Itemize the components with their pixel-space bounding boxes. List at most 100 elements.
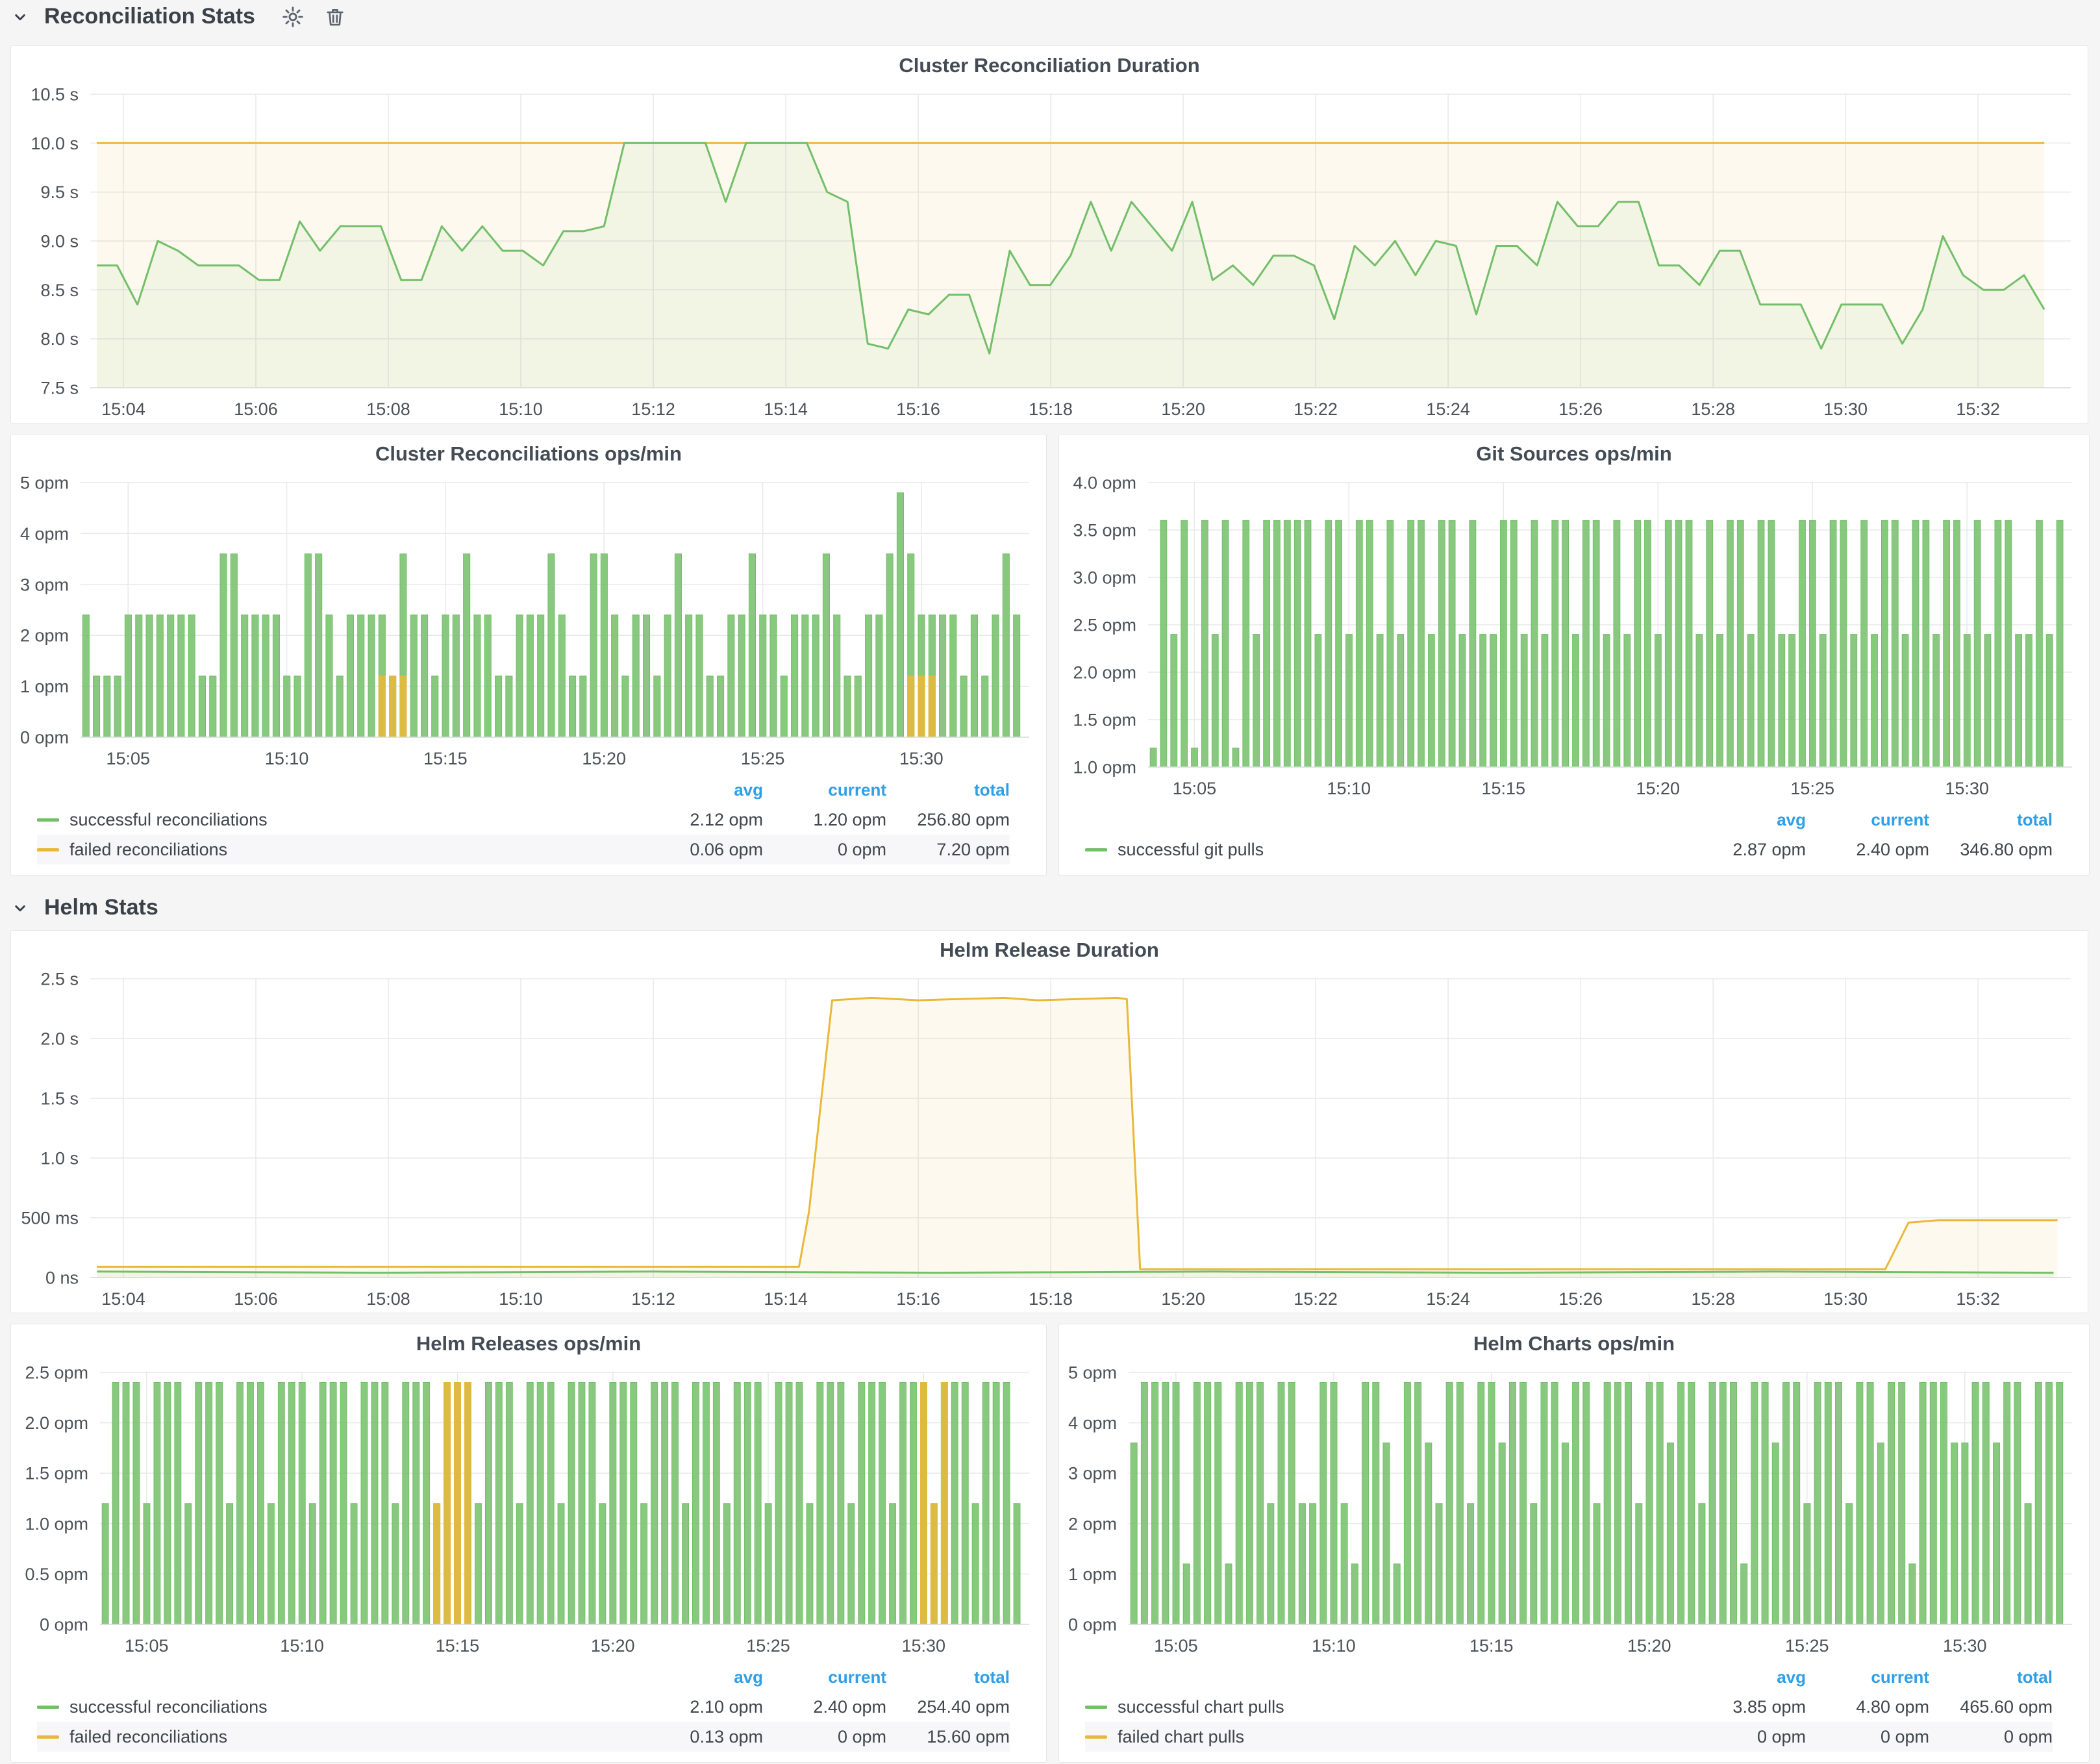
section-title: Helm Stats <box>44 895 158 920</box>
helm-charts-chart[interactable]: 15:05 15:10 15:15 15:20 15:25 15:30 0 opm 1 opm… <box>1059 1363 2089 1659</box>
svg-text:15:05: 15:05 <box>1173 779 1217 798</box>
legend-label: successful git pulls <box>1118 839 1264 859</box>
stat-current: 0 opm <box>837 839 886 859</box>
svg-text:15:08: 15:08 <box>366 399 410 419</box>
panel-title[interactable]: Git Sources ops/min <box>1476 442 1672 465</box>
panel-title[interactable]: Helm Charts ops/min <box>1473 1332 1675 1355</box>
svg-text:2.5 opm: 2.5 opm <box>25 1363 88 1382</box>
cluster-reconciliation-duration-chart[interactable]: 15:04 15:06 15:08 15:10 15:12 15:14 15:16 15:18… <box>11 85 2088 423</box>
stat-avg: 3.85 opm <box>1732 1696 1806 1717</box>
svg-text:3 opm: 3 opm <box>1068 1464 1117 1483</box>
svg-text:9.0 s: 9.0 s <box>40 231 79 251</box>
legend-label: successful reconciliations <box>69 809 268 829</box>
svg-text:15:10: 15:10 <box>280 1636 324 1656</box>
svg-text:15:20: 15:20 <box>1636 779 1681 798</box>
gear-icon[interactable] <box>281 5 305 29</box>
svg-text:15:26: 15:26 <box>1558 399 1603 419</box>
svg-text:500 ms: 500 ms <box>21 1208 79 1228</box>
svg-text:2.5 opm: 2.5 opm <box>1073 615 1136 635</box>
legend-label: successful chart pulls <box>1118 1696 1284 1717</box>
legend-col-current[interactable]: current <box>828 779 886 800</box>
panel-cluster-reconciliation-duration: Cluster Reconciliation Duration 15:04 15:… <box>10 45 2088 423</box>
svg-text:15:04: 15:04 <box>101 1289 145 1309</box>
series-color-dash <box>37 1735 59 1739</box>
svg-text:15:28: 15:28 <box>1691 1289 1735 1309</box>
legend-col-avg[interactable]: avg <box>734 779 763 800</box>
stat-avg: 0 opm <box>1756 1726 1806 1746</box>
svg-text:15:30: 15:30 <box>1943 1636 1987 1656</box>
stat-total: 256.80 opm <box>917 809 1010 829</box>
panel-title[interactable]: Cluster Reconciliation Duration <box>899 54 1200 77</box>
trash-icon[interactable] <box>324 5 346 29</box>
legend-col-current[interactable]: current <box>828 1667 886 1687</box>
svg-text:15:05: 15:05 <box>1154 1636 1198 1656</box>
legend: avg current total successful chart pulls… <box>1059 1659 2089 1762</box>
svg-text:15:18: 15:18 <box>1029 1289 1073 1309</box>
svg-text:3.0 opm: 3.0 opm <box>1073 568 1136 587</box>
svg-text:1.0 opm: 1.0 opm <box>25 1514 88 1533</box>
stat-total: 7.20 opm <box>936 839 1010 859</box>
legend-header-row: avg current total <box>1085 1662 2053 1692</box>
svg-text:15:05: 15:05 <box>106 749 151 768</box>
svg-text:2.0 opm: 2.0 opm <box>1073 662 1136 682</box>
panel-helm-charts: Helm Charts ops/min 15:05 15:10 15:15 15:20… <box>1058 1324 2090 1763</box>
svg-text:3.5 opm: 3.5 opm <box>1073 520 1136 540</box>
svg-text:0 opm: 0 opm <box>40 1615 88 1634</box>
section-header-helm-stats[interactable]: Helm Stats <box>10 895 158 920</box>
svg-text:1.5 opm: 1.5 opm <box>1073 710 1136 729</box>
git-sources-chart[interactable]: 15:05 15:10 15:15 15:20 15:25 15:30 1.0 opm 1.5… <box>1059 473 2089 802</box>
panel-helm-release-duration: Helm Release Duration 15:04 15:06 15:08 15:… <box>10 930 2088 1313</box>
legend-col-total[interactable]: total <box>974 779 1010 800</box>
svg-text:2 opm: 2 opm <box>20 626 69 646</box>
series-color-dash <box>37 848 59 851</box>
svg-text:15:20: 15:20 <box>1161 399 1205 419</box>
panel-title[interactable]: Helm Releases ops/min <box>416 1332 642 1355</box>
svg-text:0 opm: 0 opm <box>1068 1615 1117 1634</box>
legend-col-current[interactable]: current <box>1871 809 1929 829</box>
svg-text:10.0 s: 10.0 s <box>31 134 79 153</box>
panel-title[interactable]: Cluster Reconciliations ops/min <box>375 442 682 465</box>
svg-text:15:24: 15:24 <box>1426 1289 1470 1309</box>
legend-col-avg[interactable]: avg <box>1777 1667 1806 1687</box>
legend-col-avg[interactable]: avg <box>734 1667 763 1687</box>
panel-title[interactable]: Helm Release Duration <box>940 939 1159 961</box>
svg-text:15:15: 15:15 <box>1482 779 1526 798</box>
svg-text:1 opm: 1 opm <box>20 677 69 696</box>
svg-text:15:18: 15:18 <box>1029 399 1073 419</box>
svg-text:15:20: 15:20 <box>582 749 626 768</box>
legend-col-total[interactable]: total <box>974 1667 1010 1687</box>
svg-text:15:30: 15:30 <box>1823 399 1868 419</box>
svg-text:15:32: 15:32 <box>1956 399 2000 419</box>
legend-col-current[interactable]: current <box>1871 1667 1929 1687</box>
svg-text:3 opm: 3 opm <box>20 575 69 594</box>
cluster-reconciliations-chart[interactable]: 15:05 15:10 15:15 15:20 15:25 15:30 0 opm 1 opm… <box>11 473 1046 772</box>
svg-text:15:12: 15:12 <box>631 399 675 419</box>
svg-text:15:32: 15:32 <box>1956 1289 2000 1309</box>
stat-total: 15.60 opm <box>927 1726 1010 1746</box>
svg-text:15:15: 15:15 <box>1469 1636 1514 1656</box>
svg-text:15:25: 15:25 <box>1790 779 1834 798</box>
helm-release-duration-chart[interactable]: 15:04 15:06 15:08 15:10 15:12 15:14 15:16 15:18… <box>11 970 2088 1313</box>
legend-row-successful-git-pulls: successful git pulls 2.87 opm 2.40 opm 3… <box>1085 835 2053 864</box>
svg-text:15:20: 15:20 <box>1627 1636 1671 1656</box>
svg-text:15:10: 15:10 <box>1312 1636 1356 1656</box>
svg-text:2.5 s: 2.5 s <box>40 970 79 989</box>
svg-text:15:20: 15:20 <box>1161 1289 1205 1309</box>
svg-text:2 opm: 2 opm <box>1068 1514 1117 1533</box>
legend-label: failed reconciliations <box>69 839 228 859</box>
series-color-dash <box>1085 1705 1107 1709</box>
svg-text:15:16: 15:16 <box>896 1289 940 1309</box>
stat-total: 465.60 opm <box>1960 1696 2053 1717</box>
legend: avg current total successful git pulls 2… <box>1059 802 2089 875</box>
legend-col-total[interactable]: total <box>2017 1667 2053 1687</box>
legend-col-avg[interactable]: avg <box>1777 809 1806 829</box>
svg-text:1 opm: 1 opm <box>1068 1565 1117 1584</box>
stat-avg: 2.12 opm <box>690 809 763 829</box>
svg-text:15:26: 15:26 <box>1558 1289 1603 1309</box>
series-color-dash <box>37 1705 59 1709</box>
legend-col-total[interactable]: total <box>2017 809 2053 829</box>
svg-text:15:30: 15:30 <box>1945 779 1989 798</box>
helm-releases-chart[interactable]: 15:05 15:10 15:15 15:20 15:25 15:30 0 opm 0.5 o… <box>11 1363 1046 1659</box>
svg-text:10.5 s: 10.5 s <box>31 85 79 104</box>
section-header-reconciliation-stats[interactable]: Reconciliation Stats <box>10 4 346 29</box>
